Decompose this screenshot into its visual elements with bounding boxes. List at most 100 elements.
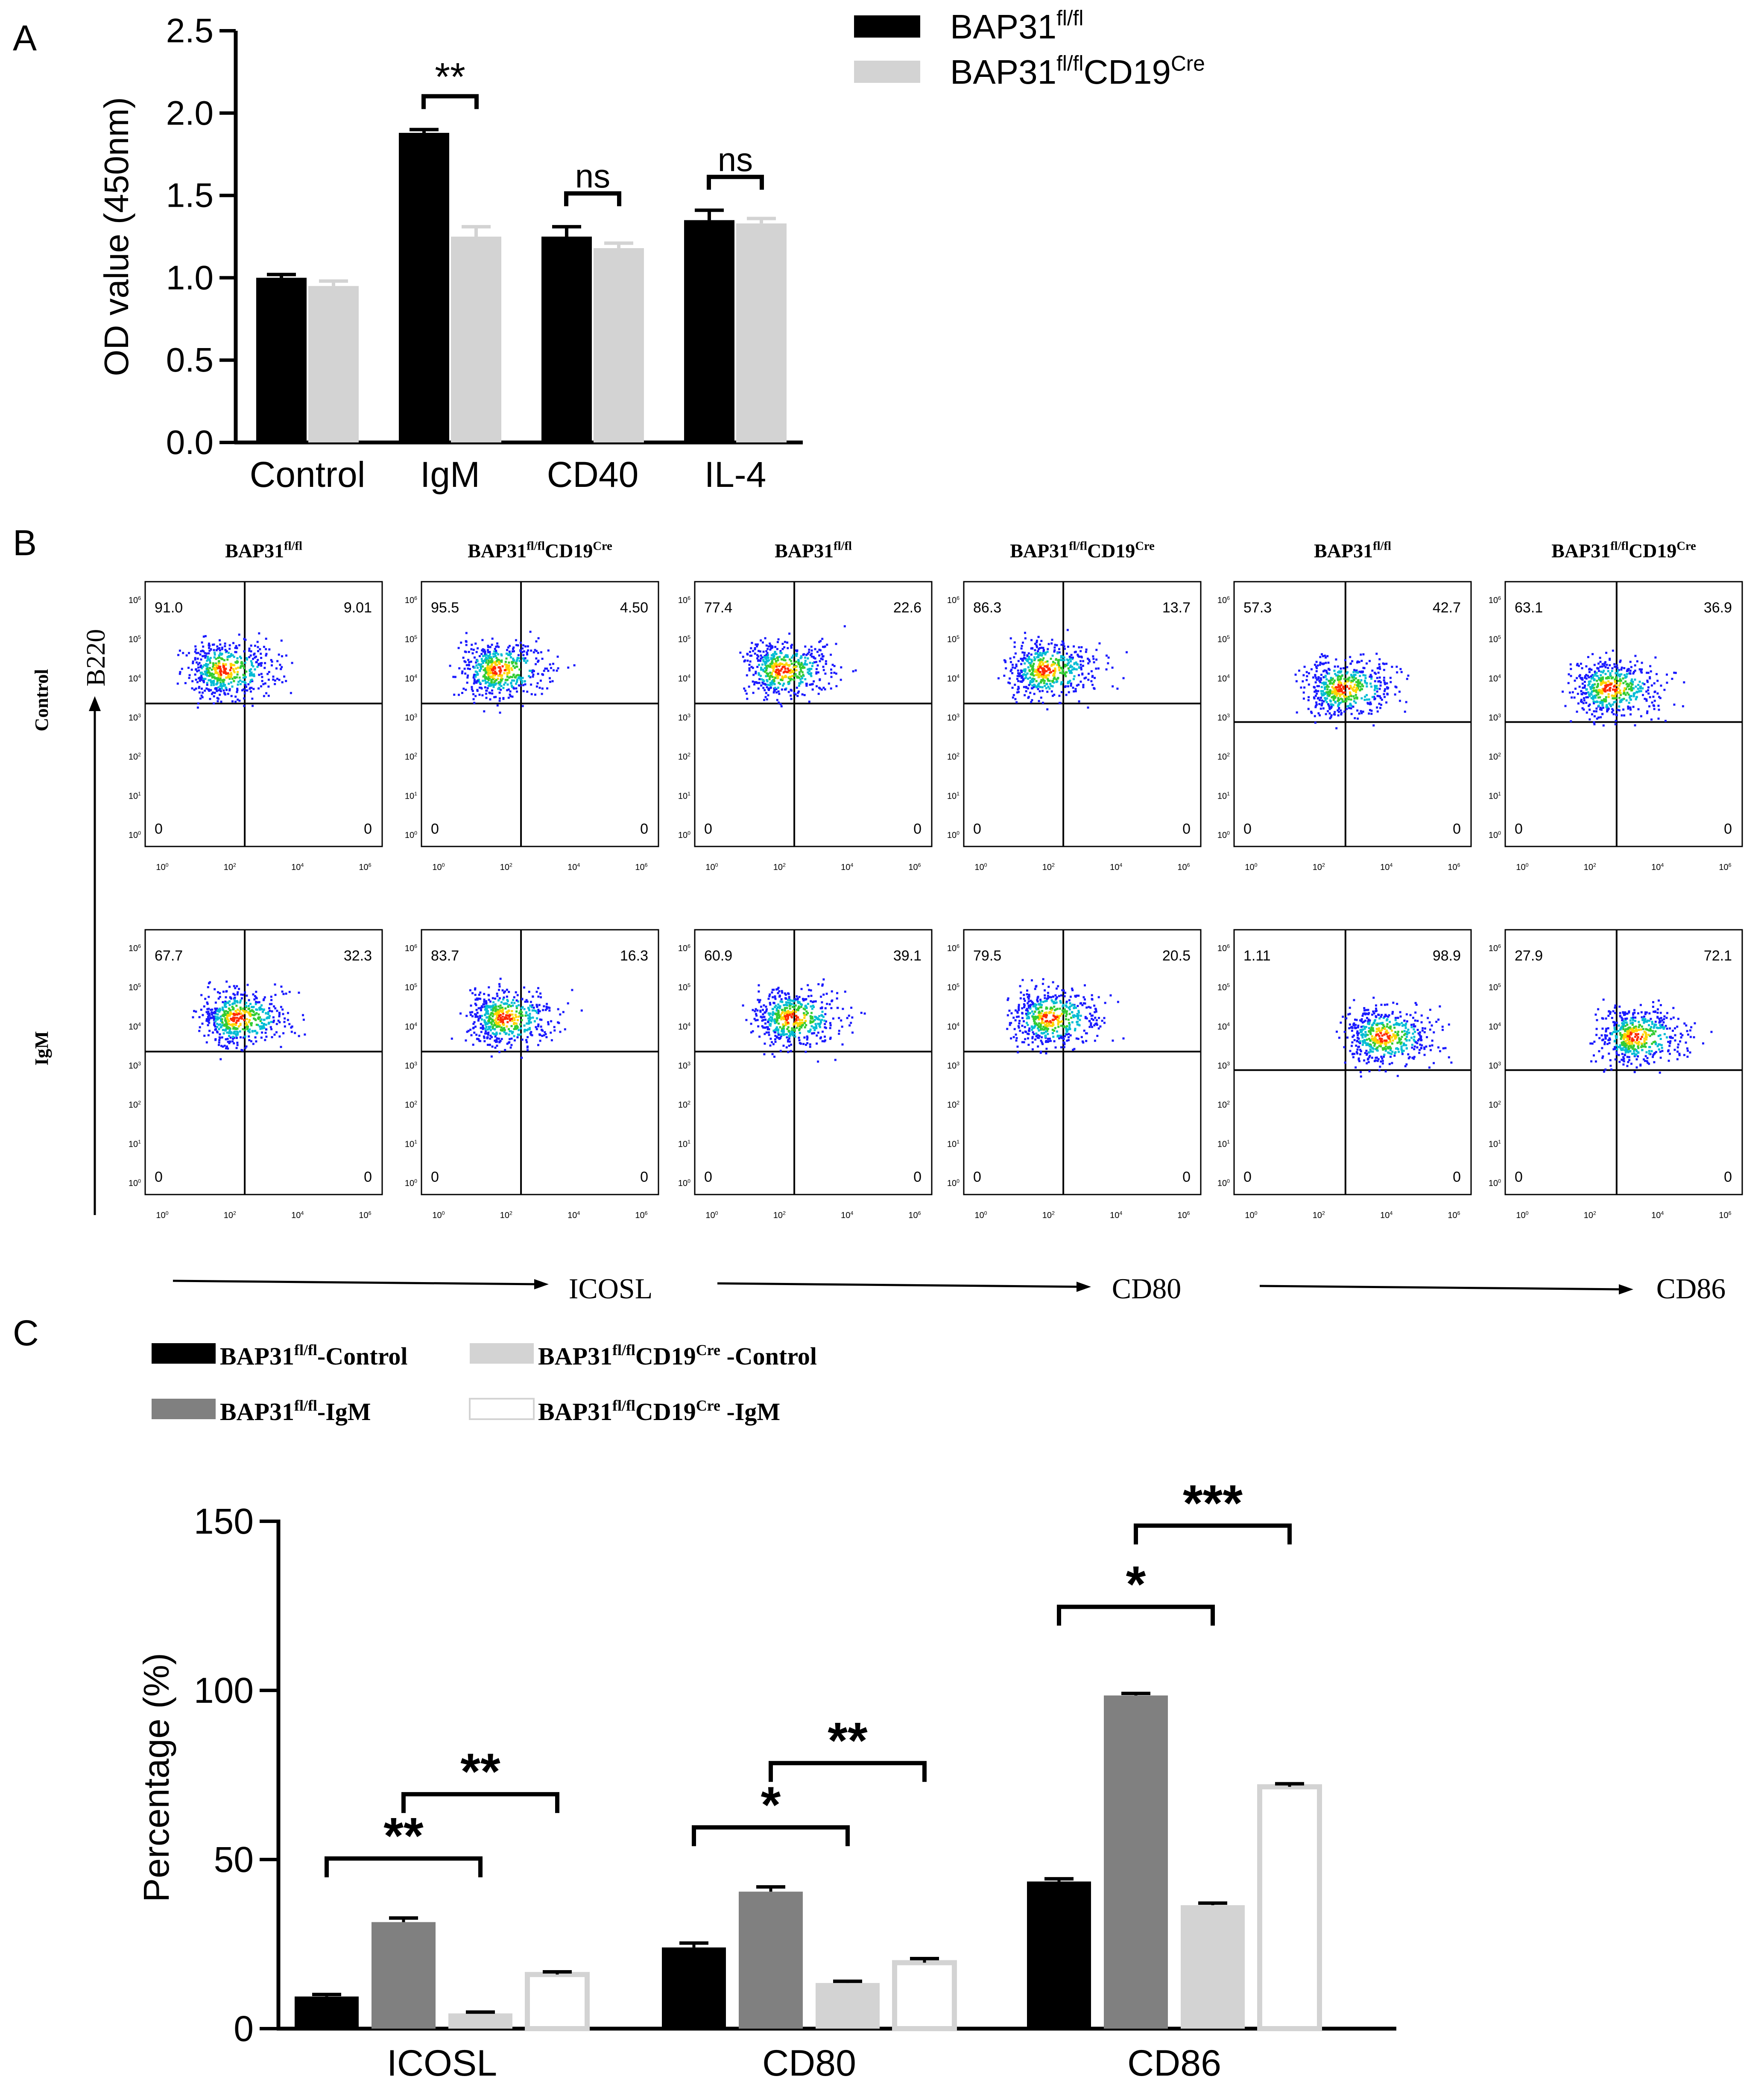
event-dot — [1587, 656, 1589, 658]
event-dot — [1590, 668, 1593, 671]
event-dot — [467, 674, 469, 677]
event-dot — [1060, 655, 1062, 657]
flow-x-tick-label: 102 — [224, 1210, 236, 1220]
event-dot — [822, 1016, 825, 1018]
event-dot — [1041, 667, 1043, 670]
event-dot — [549, 681, 551, 683]
event-dot — [503, 1027, 506, 1029]
event-dot — [775, 660, 777, 662]
text-part: 10 — [291, 863, 301, 872]
event-dot — [231, 677, 234, 680]
event-dot — [1111, 666, 1114, 669]
event-dot — [1025, 690, 1027, 692]
event-dot — [252, 993, 255, 996]
event-dot — [495, 1034, 497, 1036]
event-dot — [1334, 673, 1337, 675]
event-dot — [838, 1033, 840, 1035]
event-dot — [484, 1032, 486, 1035]
event-dot — [1364, 695, 1366, 698]
event-dot — [794, 673, 797, 675]
event-dot — [1348, 707, 1350, 709]
event-dot — [1338, 699, 1340, 701]
event-dot — [1343, 710, 1346, 713]
event-dot — [246, 1018, 248, 1020]
event-dot — [1646, 712, 1648, 715]
event-dot — [214, 1002, 217, 1004]
event-dot — [518, 684, 520, 687]
event-dot — [511, 1010, 513, 1012]
event-dot — [489, 651, 491, 653]
event-dot — [1017, 669, 1019, 672]
event-dot — [495, 673, 498, 675]
event-dot — [1369, 674, 1372, 676]
event-dot — [812, 1004, 814, 1007]
quadrant-value-upper-left: 95.5 — [431, 600, 459, 616]
flow-y-tick-label: 100 — [129, 830, 141, 840]
event-dot — [547, 649, 550, 652]
event-dot — [285, 993, 287, 995]
event-dot — [1005, 667, 1007, 670]
event-dot — [486, 665, 489, 667]
event-dot — [232, 1037, 234, 1040]
event-dot — [1320, 690, 1322, 692]
event-dot — [1048, 687, 1051, 690]
event-dot — [1060, 656, 1062, 659]
event-dot — [1082, 684, 1085, 686]
event-dot — [521, 651, 524, 653]
event-dot — [459, 1012, 462, 1015]
event-dot — [803, 694, 806, 696]
event-dot — [490, 665, 493, 668]
event-dot — [507, 654, 509, 656]
event-dot — [748, 667, 751, 670]
event-dot — [237, 698, 239, 701]
event-dot — [1589, 686, 1591, 688]
event-dot — [544, 1031, 546, 1034]
significance-bracket-a — [707, 175, 764, 190]
event-dot — [1353, 669, 1356, 671]
event-dot — [240, 1008, 242, 1010]
event-dot — [529, 1027, 531, 1029]
event-dot — [820, 688, 823, 691]
event-dot — [807, 657, 809, 660]
event-dot — [1355, 688, 1358, 690]
event-dot — [509, 644, 511, 647]
event-dot — [807, 1012, 809, 1014]
event-dot — [1624, 694, 1627, 696]
event-dot — [1337, 665, 1339, 668]
event-dot — [470, 1013, 472, 1016]
event-dot — [1026, 658, 1029, 661]
event-dot — [214, 1010, 216, 1013]
event-dot — [509, 1030, 512, 1033]
event-dot — [1330, 703, 1332, 706]
event-dot — [1653, 682, 1656, 685]
superscript: 6 — [1729, 862, 1732, 868]
event-dot — [1324, 699, 1327, 702]
event-dot — [489, 1044, 491, 1046]
event-dot — [1578, 685, 1581, 688]
event-dot — [1039, 681, 1042, 683]
event-dot — [473, 680, 476, 682]
event-dot — [231, 664, 234, 666]
event-dot — [764, 696, 767, 698]
event-dot — [237, 1019, 240, 1022]
event-dot — [1362, 710, 1364, 713]
event-dot — [1631, 678, 1633, 681]
event-dot — [187, 667, 190, 669]
event-dot — [489, 1005, 491, 1007]
superscript: 4 — [1661, 862, 1664, 868]
event-dot — [1366, 698, 1368, 701]
event-dot — [817, 1060, 819, 1063]
event-dot — [502, 1008, 504, 1011]
event-dot — [1407, 674, 1410, 677]
event-dot — [1340, 682, 1343, 685]
event-dot — [1625, 683, 1628, 685]
event-dot — [486, 1028, 489, 1031]
event-dot — [480, 653, 483, 655]
event-dot — [1333, 670, 1336, 672]
event-dot — [515, 674, 518, 677]
event-dot — [1340, 688, 1343, 690]
event-dot — [238, 644, 240, 647]
event-dot — [517, 674, 519, 676]
event-dot — [767, 1021, 769, 1023]
